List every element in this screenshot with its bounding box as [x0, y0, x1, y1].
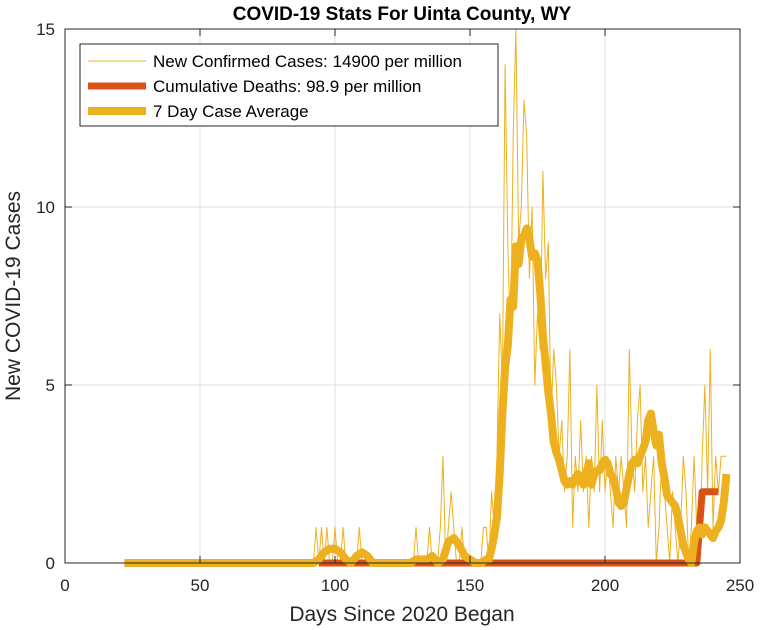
- y-axis-label: New COVID-19 Cases: [2, 191, 25, 401]
- y-tick-label: 0: [46, 554, 55, 573]
- y-tick-label: 10: [36, 198, 55, 217]
- legend-label-2: Cumulative Deaths: 98.9 per million: [153, 77, 421, 96]
- x-tick-label: 100: [321, 576, 349, 595]
- x-tick-label: 200: [591, 576, 619, 595]
- y-tick-label: 5: [46, 376, 55, 395]
- x-tick-label: 150: [456, 576, 484, 595]
- x-tick-label: 0: [60, 576, 69, 595]
- ticks: 0 50 100 150 200 250 0 5 10 15: [36, 20, 754, 595]
- x-axis-label: Days Since 2020 Began: [289, 603, 514, 626]
- x-tick-label: 50: [191, 576, 210, 595]
- legend-box: [79, 43, 499, 127]
- chart-title: COVID-19 Stats For Uinta County, WY: [233, 4, 572, 25]
- legend-label-3: 7 Day Case Average: [153, 102, 309, 121]
- series-line-3: [124, 224, 731, 567]
- plot-box: [64, 28, 741, 564]
- x-tick-label: 250: [726, 576, 754, 595]
- legend: New Confirmed Cases: 14900 per million Cu…: [79, 43, 499, 127]
- legend-label-1: New Confirmed Cases: 14900 per million: [153, 52, 462, 71]
- y-tick-label: 15: [36, 20, 55, 39]
